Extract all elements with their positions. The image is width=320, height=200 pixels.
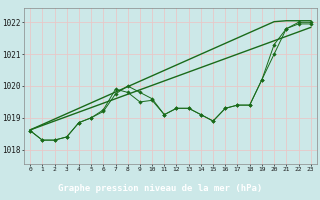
Text: Graphe pression niveau de la mer (hPa): Graphe pression niveau de la mer (hPa): [58, 184, 262, 193]
